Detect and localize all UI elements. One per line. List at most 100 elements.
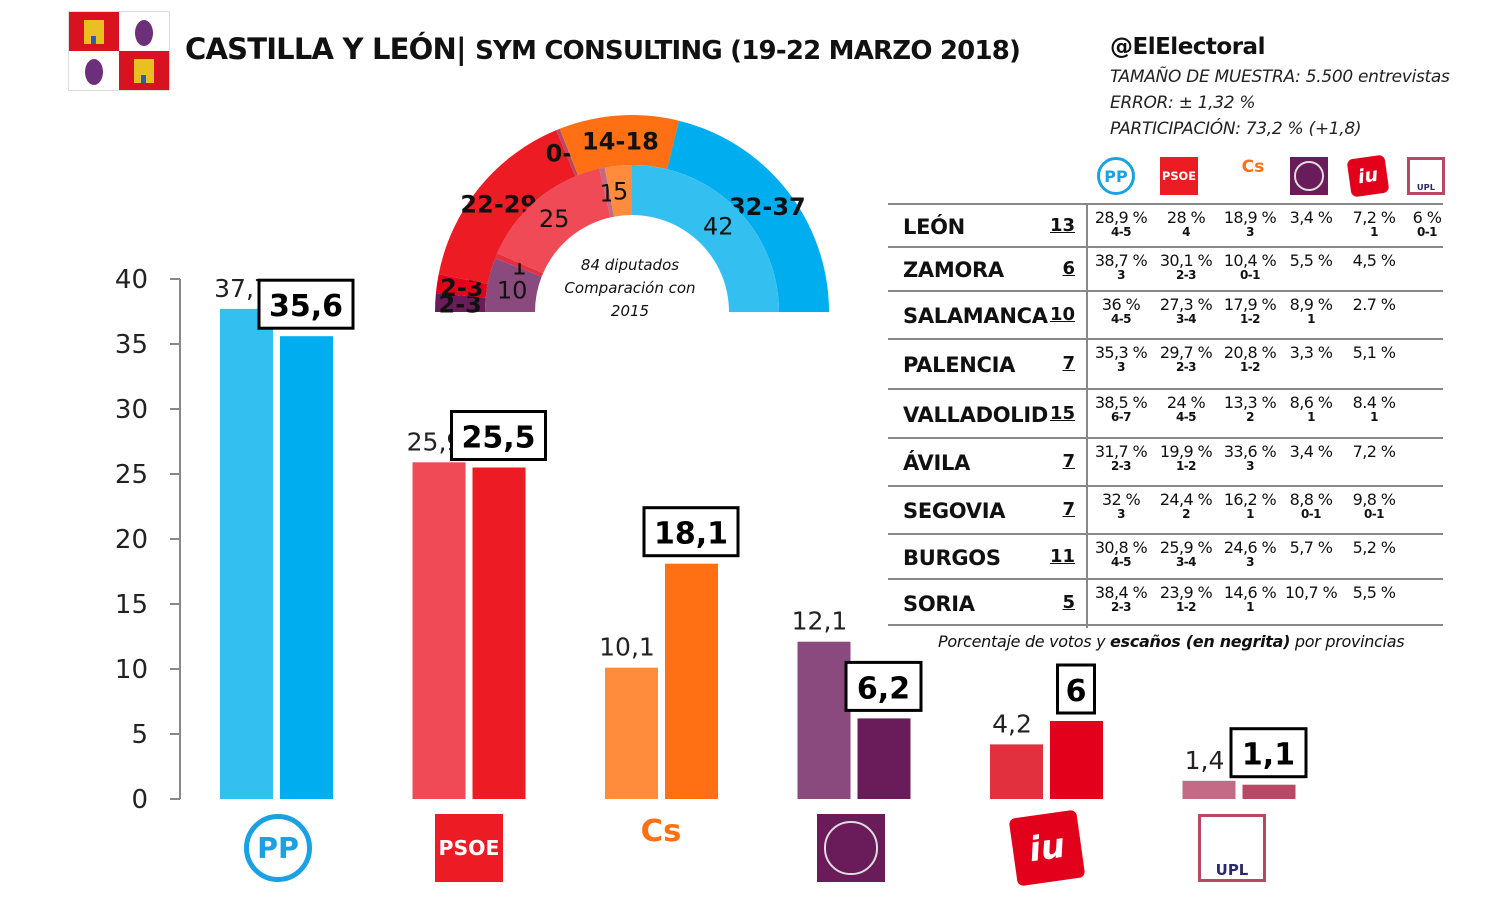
province-seats: 13 xyxy=(1049,214,1075,236)
seat-range: 2-3 xyxy=(1111,600,1131,614)
hemicycle-seg-cs xyxy=(559,115,680,176)
province-seats: 7 xyxy=(1062,451,1075,472)
hemicycle-center-text: 84 diputados Comparación con 2015 xyxy=(540,254,720,323)
center-text-line: 84 diputados xyxy=(580,256,680,274)
bar-2018-cs xyxy=(665,563,718,799)
hemicycle-seg-pp xyxy=(632,165,779,312)
vote-cell-iu: 9,8 % 0-1 xyxy=(1339,491,1409,520)
title-main: CASTILLA Y LEÓN| xyxy=(185,32,467,66)
seat-range: 6-7 xyxy=(1111,410,1131,424)
province-seats: 6 xyxy=(1062,258,1075,279)
vote-cell-cs: 10,4 % 0-1 xyxy=(1215,252,1285,281)
bar-label-2015: 1,4 xyxy=(1185,746,1225,775)
logo-text: PP xyxy=(1104,166,1128,186)
province-seats: 5 xyxy=(1062,592,1075,613)
title-subtitle: SYM CONSULTING (19-22 MARZO 2018) xyxy=(475,36,1021,66)
table-row: SEGOVIA 7 32 % 3 24,4 % 2 16,2 % 1 8,8 % 0-1 9,8 %… xyxy=(888,485,1443,533)
bar-label-box xyxy=(450,410,547,461)
bar-2018-upl xyxy=(1242,784,1296,799)
seat-range: 3 xyxy=(1117,360,1125,374)
seat-range: 4 xyxy=(1182,225,1190,239)
seat-range: 2 xyxy=(1246,410,1254,424)
seat-range: 0-1 xyxy=(1364,507,1384,521)
logo-text: Cs xyxy=(640,814,682,849)
turnout: PARTICIPACIÓN: 73,2 % (+1,8) xyxy=(1110,119,1362,139)
logo-text: iu xyxy=(1356,163,1380,189)
bar-2015-upl xyxy=(1182,780,1236,799)
seat-range: 4-5 xyxy=(1111,555,1131,569)
seat-range xyxy=(1339,601,1409,613)
pp-logo-icon: PP xyxy=(244,814,312,882)
bar-label-2018: 25,5 xyxy=(461,421,535,456)
hemicycle-seg-iu xyxy=(435,274,488,298)
vote-cell-psoe: 25,9 % 3-4 xyxy=(1151,539,1221,568)
y-tick-label: 35 xyxy=(115,330,148,360)
seat-range: 1 xyxy=(1307,312,1315,326)
y-tick-label: 40 xyxy=(115,265,148,295)
seat-range: 1-2 xyxy=(1240,312,1260,326)
center-text-line: Comparación con xyxy=(564,279,696,297)
bar-2015-cs xyxy=(605,667,658,799)
logo-text: UPL xyxy=(1416,182,1436,192)
vote-cell-pp: 32 % 3 xyxy=(1086,491,1156,520)
table-row: ÁVILA 7 31,7 % 2-3 19,9 % 1-2 33,6 % 3 3,4 % 7,2… xyxy=(888,437,1443,485)
bar-label-2018: 1,1 xyxy=(1242,738,1295,773)
bar-label-2018: 6 xyxy=(1066,674,1087,709)
seat-range: 1 xyxy=(1246,507,1254,521)
vote-cell-pp: 35,3 % 3 xyxy=(1086,344,1156,373)
page-title: CASTILLA Y LEÓN| SYM CONSULTING (19-22 M… xyxy=(185,32,1021,66)
vote-cell-cs: 16,2 % 1 xyxy=(1215,491,1285,520)
seat-range: 2-3 xyxy=(1111,459,1131,473)
table-row: SALAMANCA 10 36 % 4-5 27,3 % 3-4 17,9 % 1-2 8,9 … xyxy=(888,290,1443,338)
vote-cell-cs: 17,9 % 1-2 xyxy=(1215,296,1285,325)
seat-range: 0-1 xyxy=(1301,507,1321,521)
vote-cell-iu: 7,2 % xyxy=(1339,443,1409,472)
seat-range xyxy=(1276,269,1346,281)
seat-range: 3 xyxy=(1246,555,1254,569)
vote-cell-iu: 8.4 % 1 xyxy=(1339,394,1409,423)
vote-cell-iu: 2.7 % xyxy=(1339,296,1409,325)
vote-cell-podemos: 3,4 % xyxy=(1276,443,1346,472)
vote-cell-psoe: 29,7 % 2-3 xyxy=(1151,344,1221,373)
vote-cell-podemos: 3,4 % xyxy=(1276,209,1346,238)
hemicycle-label: 42 xyxy=(703,213,734,241)
pp-logo-icon: PP xyxy=(1097,157,1135,195)
province-seats: 10 xyxy=(1049,304,1075,325)
vote-cell-pp: 28,9 % 4-5 xyxy=(1086,209,1156,238)
hemicycle-seg-upl xyxy=(599,167,614,218)
hemicycle-seg-psoe xyxy=(497,168,611,274)
vote-cell-psoe: 28 % 4 xyxy=(1151,209,1221,238)
vote-cell-psoe: 24 % 4-5 xyxy=(1151,394,1221,423)
vote-cell-cs: 24,6 % 3 xyxy=(1215,539,1285,568)
seat-range: 4-5 xyxy=(1111,312,1131,326)
vote-cell-cs: 33,6 % 3 xyxy=(1215,443,1285,472)
table-row: VALLADOLID 15 38,5 % 6-7 24 % 4-5 13,3 % 2 8,6 %… xyxy=(888,388,1443,437)
y-tick-label: 30 xyxy=(115,395,148,425)
seat-range: 1 xyxy=(1370,225,1378,239)
podemos-circle xyxy=(824,821,878,875)
province-name: SALAMANCA xyxy=(903,304,1048,328)
psoe-logo-icon: PSOE xyxy=(1160,157,1198,195)
hemicycle-label: 10 xyxy=(497,276,528,304)
logo-text: iu xyxy=(1026,825,1068,871)
seat-range: 4-5 xyxy=(1176,410,1196,424)
seat-range: 3 xyxy=(1246,459,1254,473)
castilla-y-leon-flag-icon xyxy=(68,11,170,91)
table-row: LEÓN 13 28,9 % 4-5 28 % 4 18,9 % 3 3,4 % 7,2 % 1 6… xyxy=(888,203,1443,246)
bar-2018-pp xyxy=(280,336,333,799)
vote-cell-podemos: 8,6 % 1 xyxy=(1276,394,1346,423)
vote-cell-podemos: 8,9 % 1 xyxy=(1276,296,1346,325)
hemicycle-seg-upl xyxy=(556,128,579,177)
province-seats: 7 xyxy=(1062,353,1075,374)
province-seats: 11 xyxy=(1049,545,1075,567)
bar-2018-podemos xyxy=(857,718,911,799)
bar-label-2015: 10,1 xyxy=(599,633,655,662)
bar-label-2018: 18,1 xyxy=(654,517,728,552)
bar-label-2018: 6,2 xyxy=(857,671,910,706)
vote-cell-psoe: 19,9 % 1-2 xyxy=(1151,443,1221,472)
hemicycle-seg-podemos xyxy=(485,258,542,312)
province-name: BURGOS xyxy=(903,545,1001,570)
footnote-bold: escaños (en negrita) xyxy=(1110,632,1291,651)
y-tick-label: 10 xyxy=(115,655,148,685)
bar-label-box xyxy=(844,660,923,712)
